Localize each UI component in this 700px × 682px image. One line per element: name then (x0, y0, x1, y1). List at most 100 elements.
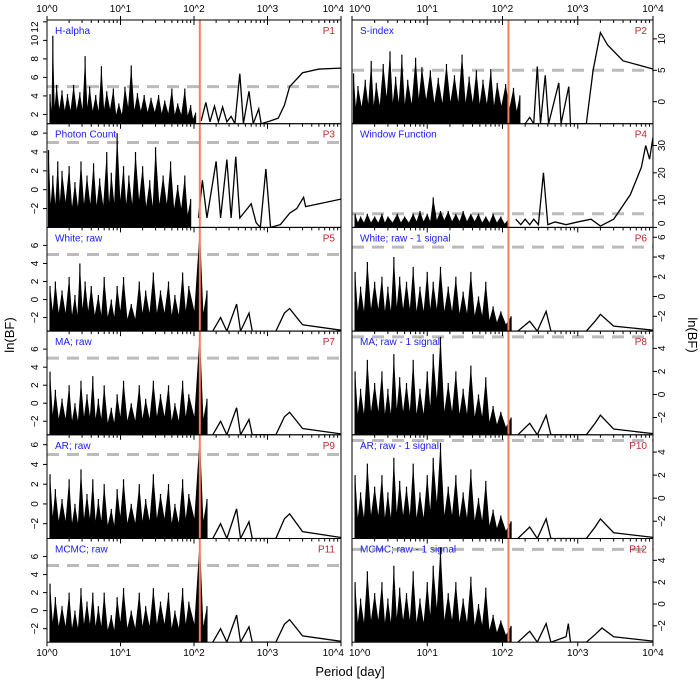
panel-label: P11 (318, 545, 335, 556)
y-tick-label: −2 (30, 202, 41, 214)
x-tick-label: 10^4 (642, 4, 664, 15)
plot-area (47, 35, 341, 124)
y-tick-label: 6 (30, 441, 41, 447)
panel-title: AR; raw - 1 signal (360, 441, 439, 452)
panel-label: P6 (635, 233, 648, 244)
panel-title: White; raw (55, 233, 103, 244)
x-tick-label: 10^3 (257, 4, 279, 15)
panel-p7: −2 0 2 4 6 MA; raw P7 (30, 330, 342, 436)
x-tick-label: 10^3 (567, 4, 589, 15)
x-tick-label: 10^3 (567, 648, 589, 659)
noise-band (355, 547, 512, 643)
panel-p10: −2 0 2 4 AR; raw - 1 signal P10 (351, 434, 668, 539)
y-tick-label: −2 (30, 518, 41, 530)
plot-area (352, 245, 653, 332)
y-tick-label: 4 (657, 345, 668, 351)
plot-area (47, 133, 341, 228)
x-tick-label: 10^1 (417, 648, 439, 659)
noise-band (355, 442, 512, 539)
series-curve (524, 30, 653, 124)
y-tick-label: −2 (657, 620, 668, 632)
y-tick-label: 0 (657, 293, 668, 299)
noise-band (48, 133, 191, 228)
panel-title: MA; raw - 1 signal (360, 337, 440, 348)
y-tick-label: 4 (30, 260, 41, 266)
x-tick-label: 10^2 (183, 648, 205, 659)
y-tick-label: −2 (30, 623, 41, 635)
noise-band (50, 35, 196, 124)
x-ticks-top: 10^0 10^0 10^1 10^1 10^2 10^2 10^3 10^3 10^4 10^4 (36, 4, 664, 20)
y-tick-label: 4 (30, 571, 41, 577)
panel-title: MA; raw (55, 337, 92, 348)
x-tick-label: 10^1 (417, 4, 439, 15)
y-tick-label: 10 (30, 34, 41, 46)
plot-area (47, 331, 341, 435)
x-tick-label: 10^0 (349, 4, 371, 15)
panel-title: Photon Count (55, 130, 116, 141)
panel-label: P8 (635, 337, 648, 348)
y-tick-label: −2 (30, 311, 41, 323)
y-tick-label: 4 (30, 364, 41, 370)
x-tick-label: 10^1 (110, 648, 132, 659)
y-tick-label: 2 (30, 481, 41, 487)
plot-area (47, 227, 341, 332)
x-tick-label: 10^2 (183, 4, 205, 15)
y-tick-label: 20 (657, 167, 668, 179)
y-tick-label: 10 (657, 33, 668, 45)
x-tick-label: 10^4 (323, 648, 345, 659)
y-tick-label: 6 (30, 74, 41, 80)
y-tick-label: 10 (657, 194, 668, 206)
y-tick-label: 2 (30, 168, 41, 174)
y-tick-label: 0 (657, 495, 668, 501)
noise-band (353, 51, 520, 124)
y-tick-label: −2 (657, 411, 668, 423)
series-curve (200, 67, 341, 124)
x-axis-label: Period [day] (315, 664, 384, 679)
noise-band (50, 434, 207, 539)
series-curve (212, 508, 341, 539)
y-tick-label: 2 (30, 278, 41, 284)
noise-band (50, 331, 207, 435)
panel-p12: −2 0 2 4 MCMC; raw - 1 signal P12 (351, 538, 668, 643)
y-tick-label: 0 (657, 220, 668, 226)
y-tick-label: 8 (30, 56, 41, 62)
y-axis-label-right: ln(BF) (685, 317, 700, 352)
y-tick-label: −2 (657, 310, 668, 322)
series-curve (197, 156, 341, 228)
y-tick-label: 30 (657, 140, 668, 152)
y-tick-label: 0 (30, 296, 41, 302)
y-tick-label: 12 (30, 21, 41, 33)
x-tick-label: 10^4 (642, 648, 664, 659)
y-tick-label: 2 (657, 579, 668, 585)
panel-p3: −2 0 2 4 6 Photon Count P3 (30, 123, 342, 228)
noise-band (355, 197, 509, 228)
y-tick-label: 0 (657, 601, 668, 607)
x-tick-label: 10^0 (36, 648, 58, 659)
x-tick-label: 10^4 (323, 4, 345, 15)
y-tick-label: 2 (657, 274, 668, 280)
plot-area (352, 335, 653, 435)
x-tick-label: 10^3 (257, 648, 279, 659)
series-curve (517, 621, 653, 643)
y-axis-label-left: ln(BF) (2, 317, 17, 352)
y-tick-label: 2 (30, 382, 41, 388)
y-tick-label: −2 (30, 415, 41, 427)
x-tick-label: 10^2 (492, 4, 514, 15)
y-tick-label: 6 (30, 130, 41, 136)
x-tick-label: 10^1 (110, 4, 132, 15)
panel-p4: 0 10 20 30 Window Function P4 (351, 123, 668, 228)
y-tick-label: −2 (657, 515, 668, 527)
y-tick-label: 2 (30, 589, 41, 595)
panel-label: P7 (323, 337, 336, 348)
panel-p5: −2 0 2 4 6 White; raw P5 (30, 226, 342, 332)
panel-label: P9 (323, 441, 336, 452)
y-tick-label: 6 (30, 553, 41, 559)
plot-area (352, 547, 653, 643)
panel-label: P1 (323, 26, 336, 37)
y-tick-label: 0 (30, 501, 41, 507)
panel-title: MCMC; raw - 1 signal (360, 545, 456, 556)
y-tick-label: 2 (657, 472, 668, 478)
y-tick-label: 0 (30, 186, 41, 192)
